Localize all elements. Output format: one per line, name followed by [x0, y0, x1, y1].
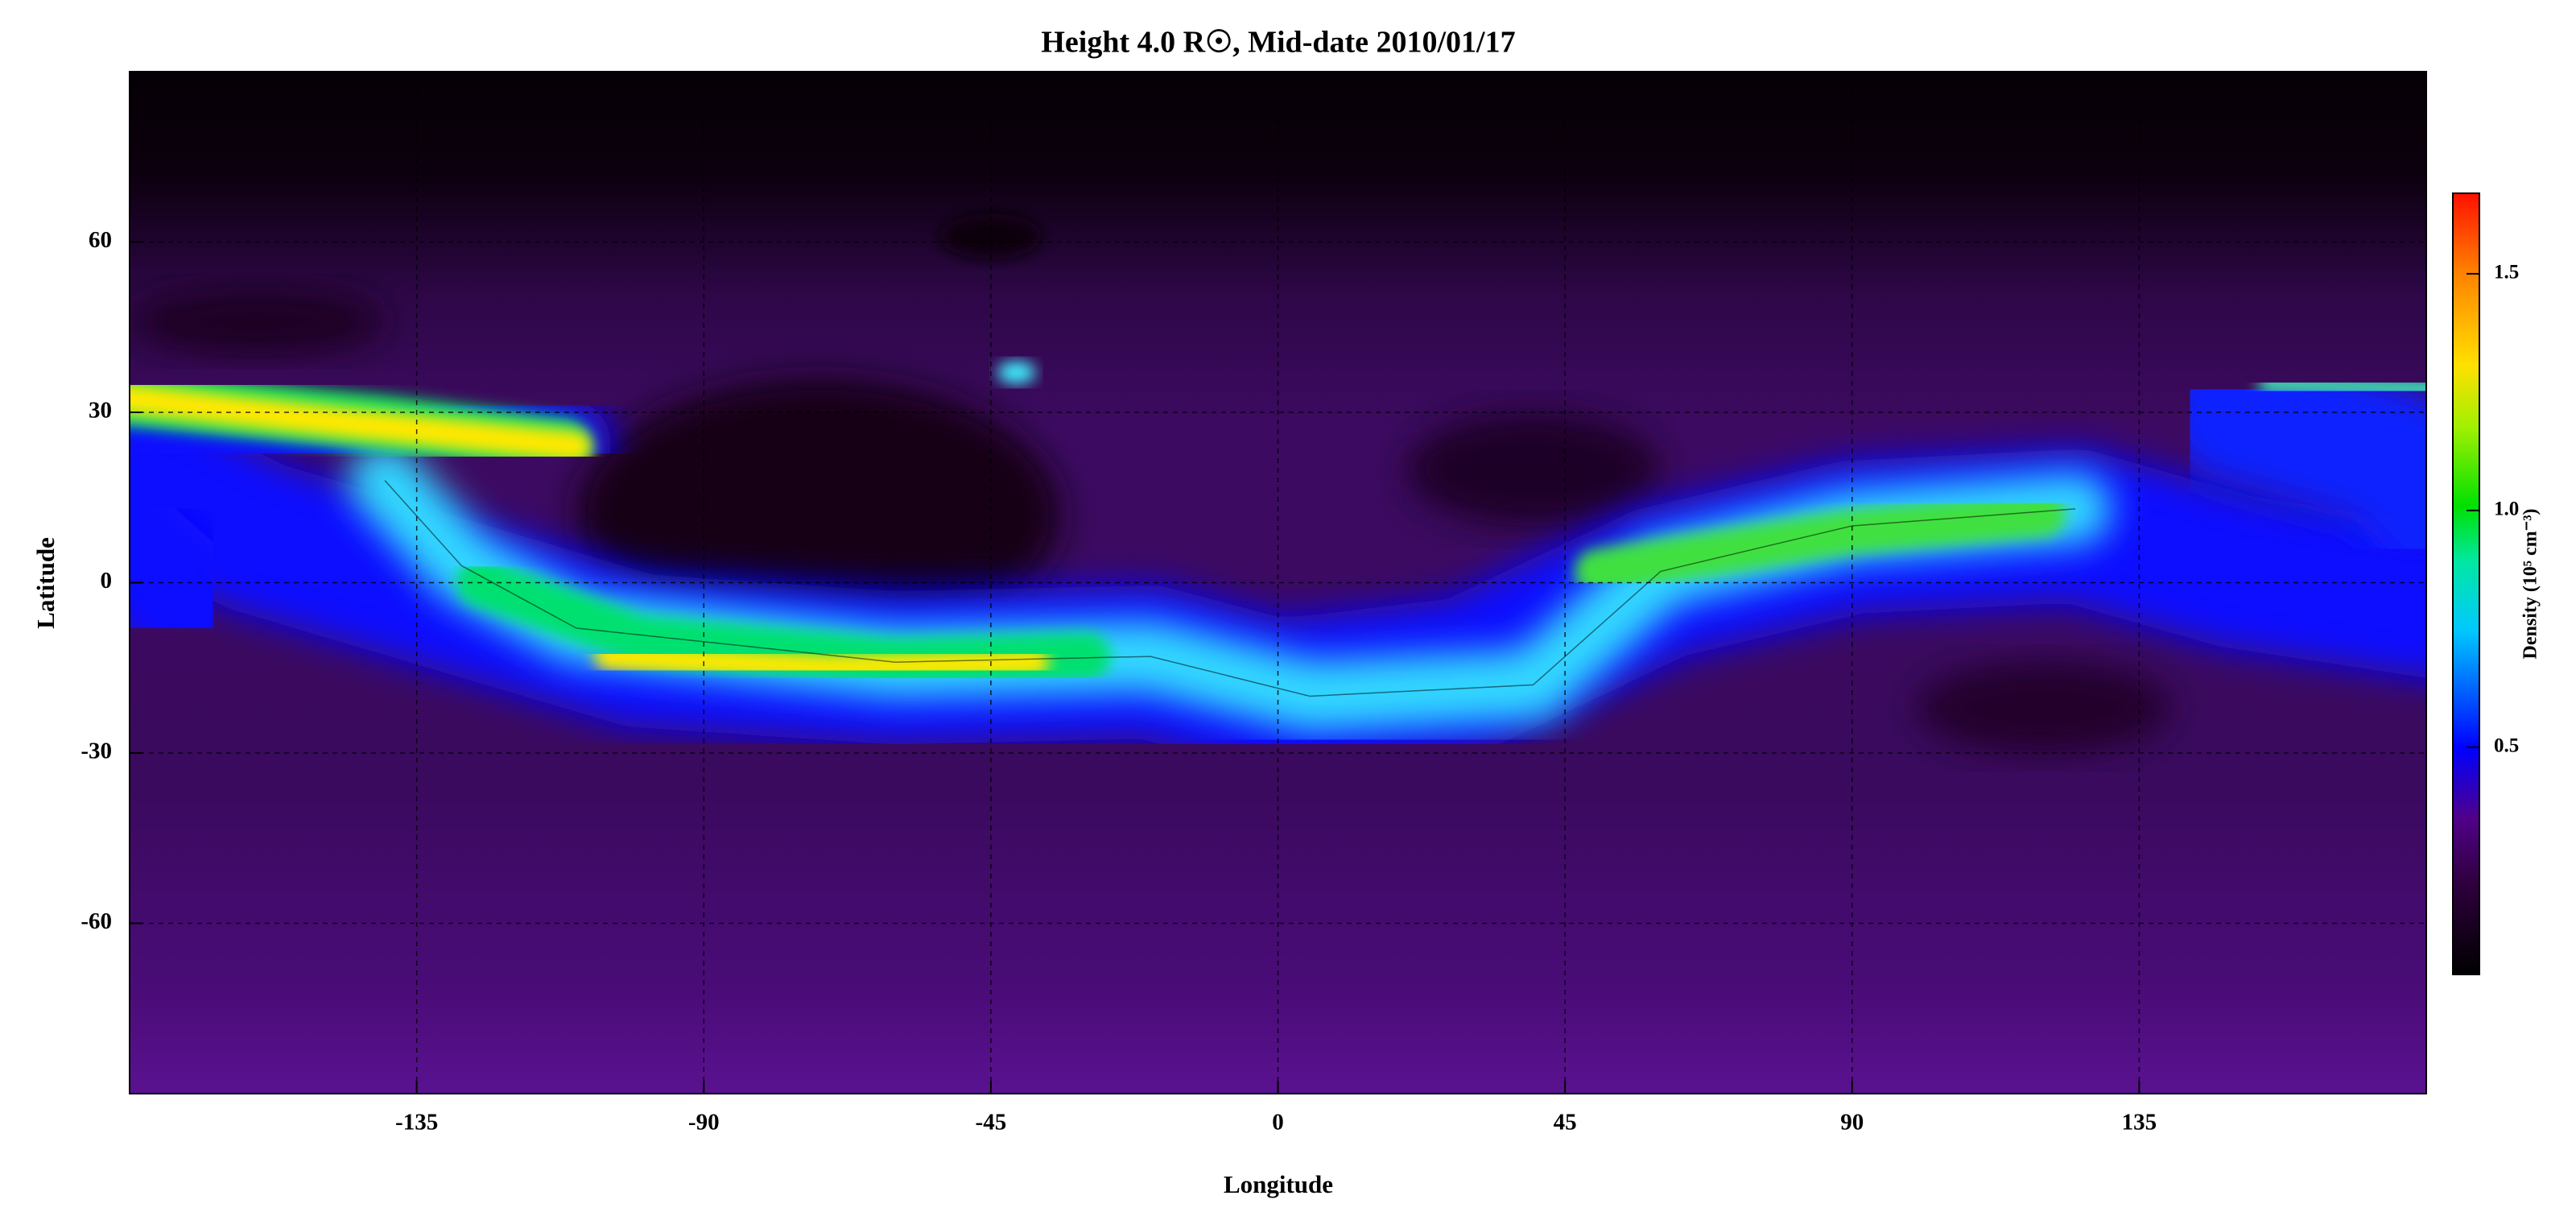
y-tick-label: -60 — [80, 908, 112, 934]
x-axis-label: Longitude — [1224, 1170, 1333, 1198]
x-tick-label: -90 — [688, 1110, 720, 1136]
y-tick-label: -30 — [80, 738, 112, 764]
field-band — [594, 643, 1050, 682]
field-band — [1575, 492, 2066, 594]
y-tick-label: 60 — [89, 227, 112, 253]
colorbar-tick-label: 1.5 — [2494, 262, 2519, 283]
field-band — [130, 383, 592, 462]
x-tick-label: -45 — [976, 1110, 1007, 1136]
field-blob — [997, 361, 1036, 384]
field-blob — [130, 287, 385, 356]
field-band — [2162, 340, 2426, 591]
x-tick-label: -135 — [395, 1110, 438, 1136]
colorbar-tick-label: 1.0 — [2494, 499, 2519, 520]
field-blob — [1916, 662, 2171, 753]
plot-frame — [129, 71, 2427, 1094]
x-tick-label: 135 — [2122, 1110, 2157, 1136]
chart-title: Height 4.0 R☉, Mid-date 2010/01/17 — [1041, 26, 1515, 60]
contour-line — [384, 480, 2076, 697]
x-tick-label: 0 — [1272, 1110, 1284, 1136]
y-tick-label: 30 — [89, 398, 112, 424]
x-tick-label: 90 — [1840, 1110, 1864, 1136]
field-band — [130, 470, 258, 676]
colorbar — [2452, 192, 2480, 975]
field-band — [2257, 374, 2426, 398]
colorbar-tick-label: 0.5 — [2494, 735, 2519, 757]
colorbar-label: Density (10⁵ cm⁻³) — [2520, 508, 2541, 659]
grid — [129, 71, 2427, 1094]
y-tick-label: 0 — [101, 568, 113, 594]
y-axis-label: Latitude — [31, 537, 60, 629]
field-blob — [1406, 412, 1661, 526]
x-tick-label: 45 — [1554, 1110, 1577, 1136]
